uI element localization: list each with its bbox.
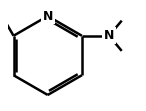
Text: N: N [42,10,53,23]
Text: N: N [104,29,114,42]
